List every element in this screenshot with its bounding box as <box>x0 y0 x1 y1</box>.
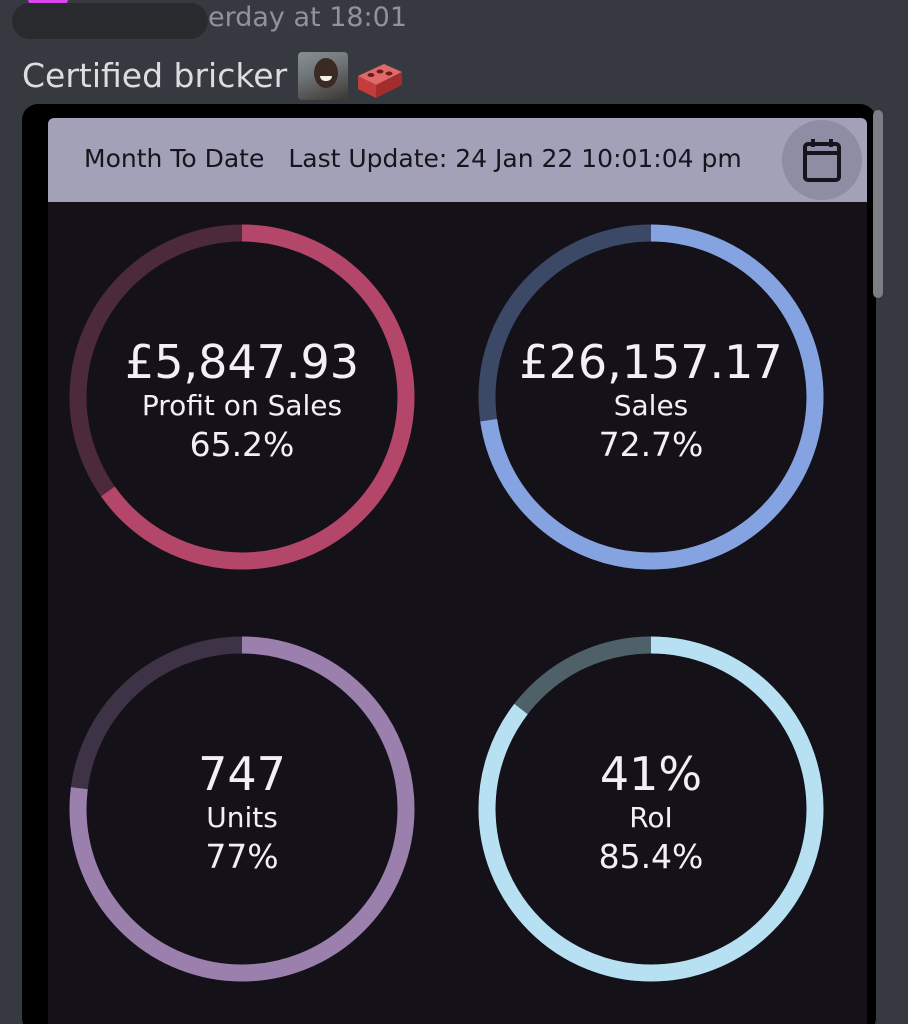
dashboard-panel: Month To Date Last Update: 24 Jan 22 10:0… <box>48 118 867 1024</box>
kpi-roi-text: 41% RoI 85.4% <box>481 747 821 879</box>
last-update-label: Last Update: 24 Jan 22 10:01:04 pm <box>288 144 742 173</box>
kpi-profit-value: £5,847.93 <box>124 335 360 389</box>
message-timestamp: erday at 18:01 <box>208 2 408 33</box>
calendar-button[interactable] <box>782 120 862 200</box>
kpi-roi-value: 41% <box>599 747 703 801</box>
kpi-profit-percent: 65.2% <box>189 425 295 464</box>
kpi-roi-progress <box>478 636 824 982</box>
username-sliver <box>28 0 68 4</box>
kpi-sales-label: Sales <box>613 389 689 422</box>
calendar-icon <box>803 139 841 182</box>
kpi-sales-text: £26,157.17 Sales 72.7% <box>481 335 821 467</box>
dashboard-header: Month To Date Last Update: 24 Jan 22 10:0… <box>48 118 867 202</box>
kpi-units-percent: 77% <box>205 837 279 876</box>
kpi-sales-ring <box>478 224 824 570</box>
scrollbar-thumb[interactable] <box>873 110 883 298</box>
face-emoji-icon <box>298 52 348 100</box>
kpi-profit-progress <box>69 224 415 570</box>
kpi-units-text: 747 Units 77% <box>72 747 412 879</box>
kpi-sales-value: £26,157.17 <box>519 335 783 389</box>
brick-emoji-icon <box>358 64 402 98</box>
kpi-units-ring <box>69 636 415 982</box>
kpi-roi-ring <box>478 636 824 982</box>
kpi-roi-label: RoI <box>629 801 673 834</box>
kpi-profit-text: £5,847.93 Profit on Sales 65.2% <box>72 335 412 467</box>
kpi-units-value: 747 <box>198 747 286 801</box>
kpi-sales-progress <box>478 224 824 570</box>
kpi-units-progress <box>69 636 415 982</box>
kpi-profit-label: Profit on Sales <box>141 389 343 422</box>
kpi-units-label: Units <box>206 801 278 834</box>
message-text: Certified bricker <box>22 56 288 95</box>
kpi-sales-percent: 72.7% <box>598 425 704 464</box>
kpi-roi-percent: 85.4% <box>598 837 704 876</box>
face-emoji-smile <box>320 76 332 81</box>
kpi-profit-ring <box>69 224 415 570</box>
face-emoji-head <box>314 58 338 88</box>
header-text: Month To Date Last Update: 24 Jan 22 10:0… <box>84 144 742 173</box>
period-label: Month To Date <box>84 144 265 173</box>
redacted-username <box>12 3 208 39</box>
kpi-rings <box>69 224 824 982</box>
